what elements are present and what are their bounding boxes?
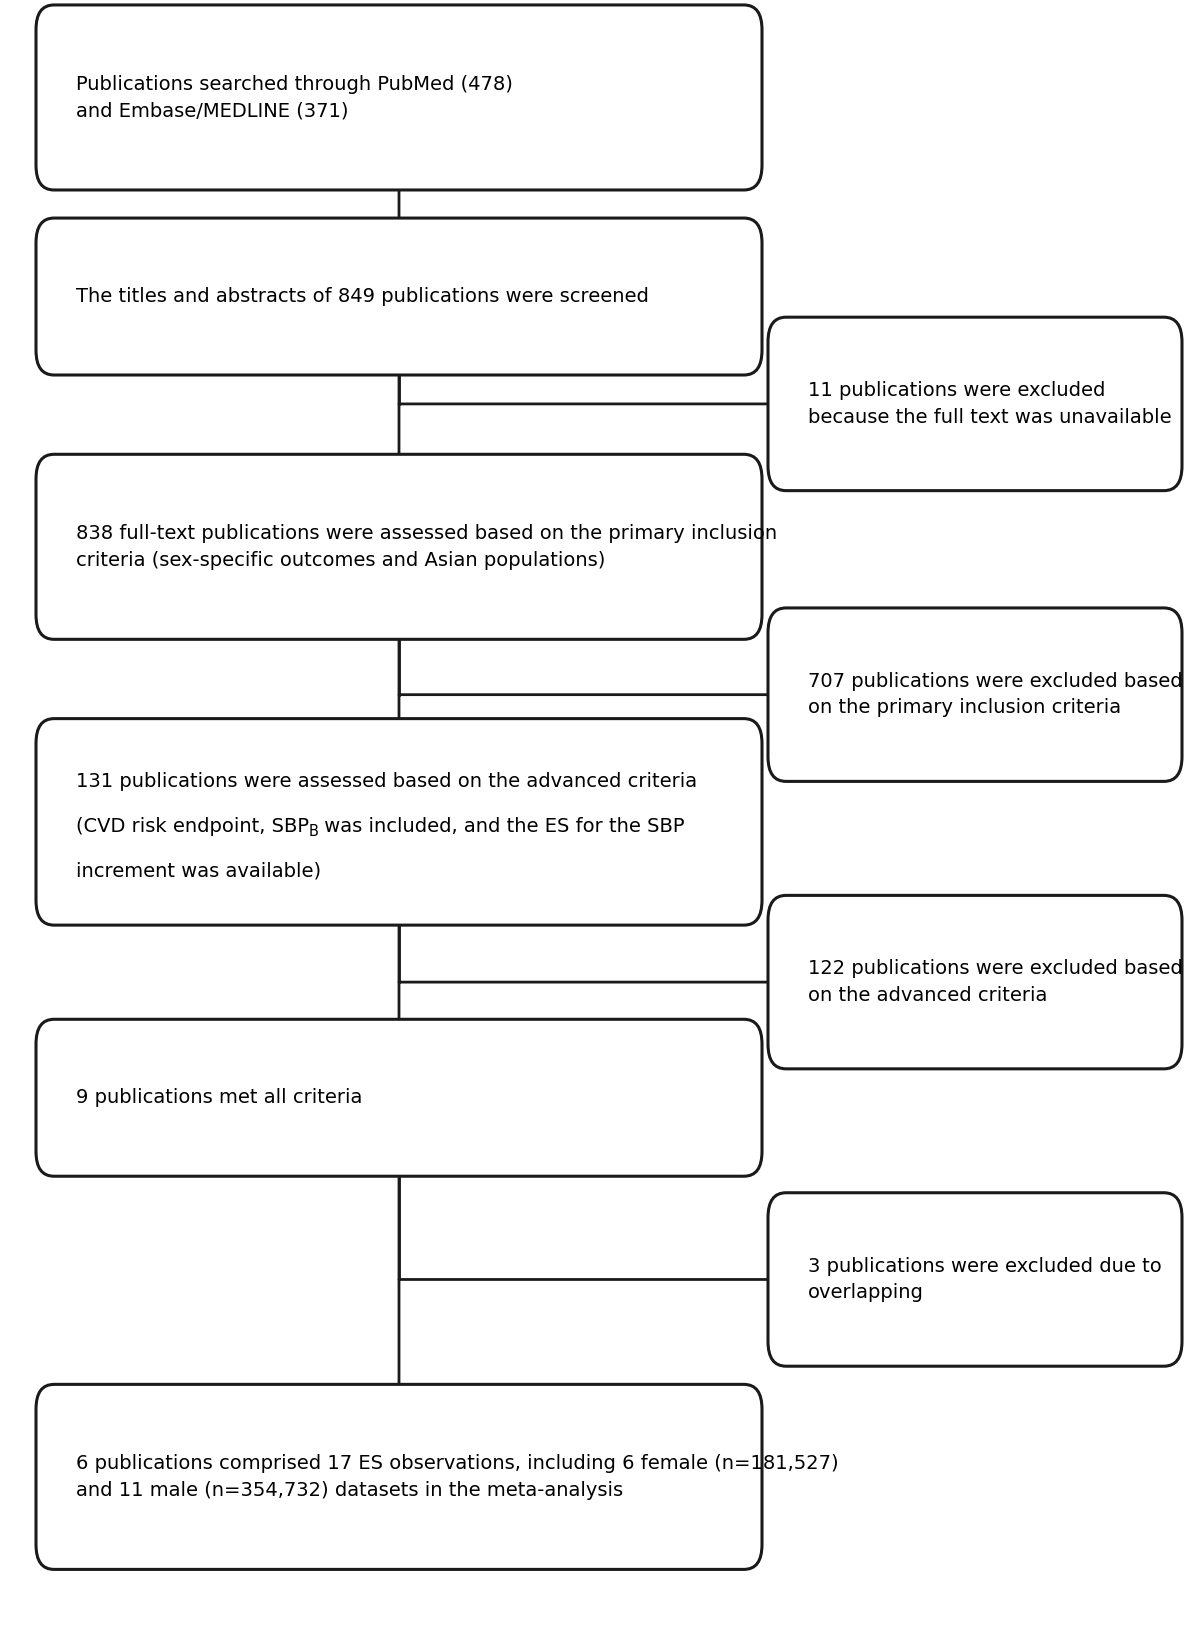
FancyBboxPatch shape (36, 218, 762, 375)
FancyBboxPatch shape (768, 1193, 1182, 1366)
Text: 707 publications were excluded based
on the primary inclusion criteria: 707 publications were excluded based on … (808, 672, 1182, 717)
FancyBboxPatch shape (768, 895, 1182, 1069)
FancyBboxPatch shape (768, 317, 1182, 491)
Text: 838 full-text publications were assessed based on the primary inclusion
criteria: 838 full-text publications were assessed… (76, 524, 776, 570)
FancyBboxPatch shape (36, 1384, 762, 1569)
FancyBboxPatch shape (36, 5, 762, 190)
Text: The titles and abstracts of 849 publications were screened: The titles and abstracts of 849 publicat… (76, 287, 648, 306)
Text: 3 publications were excluded due to
overlapping: 3 publications were excluded due to over… (808, 1257, 1162, 1302)
Text: 131 publications were assessed based on the advanced criteria: 131 publications were assessed based on … (76, 771, 697, 791)
Text: was included, and the ES for the SBP: was included, and the ES for the SBP (318, 816, 685, 836)
Text: B: B (308, 824, 318, 839)
FancyBboxPatch shape (768, 608, 1182, 781)
FancyBboxPatch shape (36, 454, 762, 639)
Text: Publications searched through PubMed (478)
and Embase/MEDLINE (371): Publications searched through PubMed (47… (76, 74, 512, 121)
Text: 9 publications met all criteria: 9 publications met all criteria (76, 1089, 362, 1107)
Text: increment was available): increment was available) (76, 862, 320, 881)
Text: (CVD risk endpoint, SBP: (CVD risk endpoint, SBP (76, 816, 308, 836)
FancyBboxPatch shape (36, 1019, 762, 1176)
Text: 6 publications comprised 17 ES observations, including 6 female (n=181,527)
and : 6 publications comprised 17 ES observati… (76, 1454, 839, 1500)
FancyBboxPatch shape (36, 719, 762, 925)
Text: 122 publications were excluded based
on the advanced criteria: 122 publications were excluded based on … (808, 960, 1182, 1004)
Text: 11 publications were excluded
because the full text was unavailable: 11 publications were excluded because th… (808, 382, 1171, 426)
